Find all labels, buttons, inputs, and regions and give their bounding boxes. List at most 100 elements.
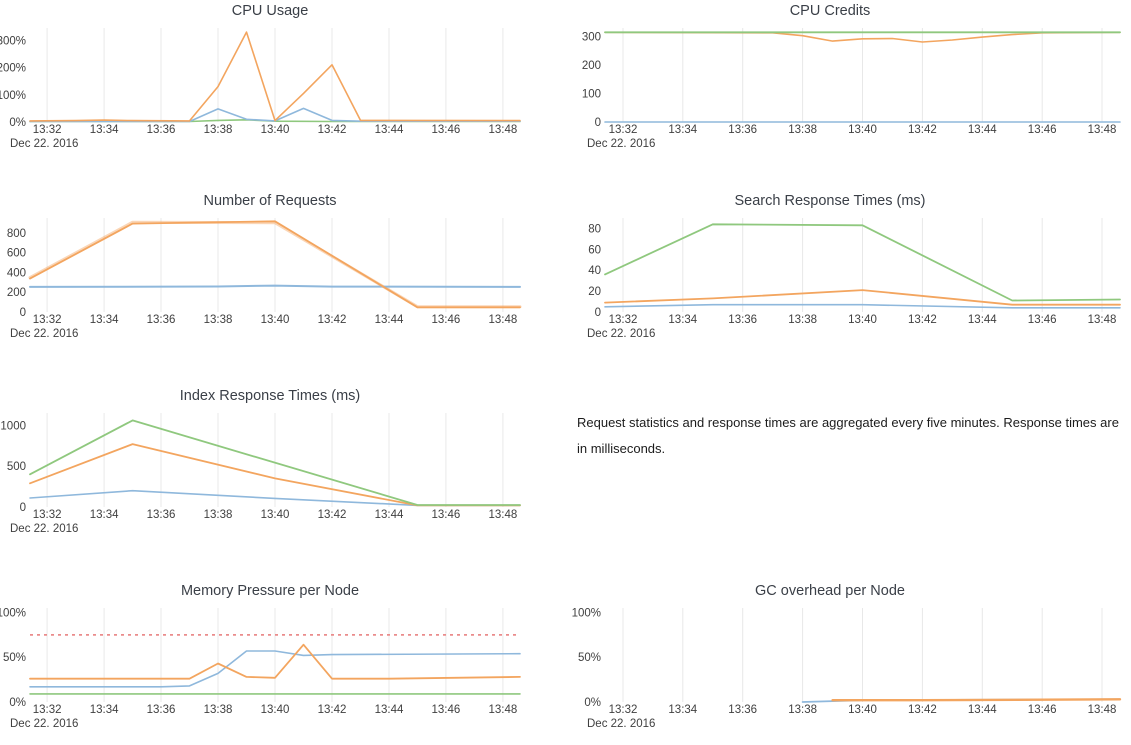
chart-title-gc-overhead: GC overhead per Node [755, 583, 905, 599]
y-tick-label: 100% [572, 608, 601, 620]
aggregation-note: Request statistics and response times ar… [577, 415, 1119, 456]
series-orange-node [831, 698, 1122, 702]
y-tick-label: 60 [588, 244, 601, 256]
x-tick-label: 13:36 [728, 124, 757, 136]
x-tick-label: 13:38 [204, 509, 233, 521]
x-tick-label: 13:32 [609, 314, 638, 326]
x-tick-label: 13:34 [90, 509, 119, 521]
y-tick-label: 0% [584, 697, 601, 709]
y-tick-label: 200% [0, 63, 26, 75]
chart-title-cpu-credits: CPU Credits [789, 3, 871, 19]
x-tick-label: 13:38 [204, 314, 233, 326]
x-tick-label: 13:48 [489, 314, 518, 326]
chart-svg: 13:32 13:34 13:36 13:38 13:40 13:42 13:44 13:46… [0, 413, 521, 535]
y-tick-label: 20 [588, 286, 601, 298]
chart-title-index-response-times: Index Response Times (ms) [179, 388, 361, 404]
chart-svg: 13:32 13:34 13:36 13:38 13:40 13:42 13:44 13:46… [582, 28, 1121, 150]
chart-gc-overhead: 13:32 13:34 13:36 13:38 13:40 13:42 13:44 13:46… [565, 580, 1131, 745]
date-label: Dec 22. 2016 [587, 718, 655, 730]
chart-cpu-usage: 13:32 13:34 13:36 13:38 13:40 13:42 13:44 13:46… [0, 0, 565, 165]
x-tick-label: 13:48 [489, 124, 518, 136]
chart-svg: 13:32 13:34 13:36 13:38 13:40 13:42 13:44 13:46… [0, 608, 521, 730]
x-tick-label: 13:34 [668, 704, 697, 716]
y-tick-label: 1000 [0, 420, 26, 432]
y-tick-label: 300 [582, 32, 601, 44]
x-tick-label: 13:42 [908, 124, 937, 136]
x-tick-label: 13:48 [1088, 704, 1117, 716]
series-orange-node [604, 31, 1121, 43]
y-tick-label: 100% [0, 90, 26, 102]
date-label: Dec 22. 2016 [10, 523, 78, 535]
x-tick-label: 13:40 [261, 704, 290, 716]
x-tick-label: 13:46 [1028, 704, 1057, 716]
x-tick-label: 13:48 [1088, 314, 1117, 326]
date-label: Dec 22. 2016 [587, 328, 655, 340]
series-blue-node [29, 284, 521, 288]
x-tick-label: 13:46 [432, 314, 461, 326]
date-label: Dec 22. 2016 [10, 718, 78, 730]
x-tick-label: 13:32 [33, 704, 62, 716]
y-tick-label: 0% [9, 117, 26, 129]
x-tick-label: 13:32 [33, 314, 62, 326]
x-tick-label: 13:42 [318, 314, 347, 326]
y-tick-label: 800 [7, 228, 26, 240]
y-tick-label: 50% [578, 652, 601, 664]
x-tick-label: 13:48 [489, 704, 518, 716]
series-orange-node [604, 289, 1121, 306]
y-tick-label: 200 [7, 287, 26, 299]
x-tick-label: 13:40 [261, 509, 290, 521]
x-tick-label: 13:48 [489, 509, 518, 521]
y-tick-label: 500 [7, 461, 26, 473]
chart-svg: 13:32 13:34 13:36 13:38 13:40 13:42 13:44 13:46… [0, 28, 521, 150]
x-tick-label: 13:36 [147, 704, 176, 716]
y-tick-label: 100 [582, 89, 601, 101]
x-tick-label: 13:38 [788, 704, 817, 716]
y-tick-label: 100% [0, 608, 26, 620]
x-tick-label: 13:42 [908, 704, 937, 716]
y-tick-label: 0 [595, 307, 601, 319]
x-tick-label: 13:36 [147, 314, 176, 326]
x-tick-label: 13:34 [90, 704, 119, 716]
x-tick-label: 13:36 [147, 124, 176, 136]
x-tick-label: 13:44 [968, 314, 997, 326]
x-tick-label: 13:34 [90, 314, 119, 326]
y-tick-label: 0% [9, 697, 26, 709]
chart-plot-cpu-usage: 13:32 13:34 13:36 13:38 13:40 13:42 13:44 13:46… [0, 0, 565, 165]
y-tick-label: 0 [20, 307, 26, 319]
x-tick-label: 13:44 [375, 124, 404, 136]
y-tick-label: 300% [0, 35, 26, 47]
y-tick-label: 80 [588, 223, 601, 235]
chart-plot-memory-pressure: 13:32 13:34 13:36 13:38 13:40 13:42 13:44 13:46… [0, 580, 565, 745]
y-tick-label: 400 [7, 267, 26, 279]
x-tick-label: 13:38 [788, 314, 817, 326]
chart-title-memory-pressure: Memory Pressure per Node [180, 583, 360, 599]
y-tick-label: 40 [588, 265, 601, 277]
x-tick-label: 13:32 [609, 124, 638, 136]
x-tick-label: 13:40 [848, 314, 877, 326]
chart-svg: 13:32 13:34 13:36 13:38 13:40 13:42 13:44 13:46… [587, 218, 1121, 340]
x-tick-label: 13:48 [1088, 124, 1117, 136]
series-orange-node [29, 31, 521, 122]
chart-number-of-requests: 13:32 13:34 13:36 13:38 13:40 13:42 13:44 13:46… [0, 190, 565, 355]
chart-plot-search-response-times: 13:32 13:34 13:36 13:38 13:40 13:42 13:44 13:46… [565, 190, 1131, 355]
series-blue-node [29, 650, 521, 688]
x-tick-label: 13:36 [728, 314, 757, 326]
date-label: Dec 22. 2016 [10, 138, 78, 150]
chart-title-search-response-times: Search Response Times (ms) [734, 193, 926, 209]
x-tick-label: 13:32 [33, 124, 62, 136]
chart-svg: 13:32 13:34 13:36 13:38 13:40 13:42 13:44 13:46… [572, 608, 1122, 730]
y-tick-label: 0 [20, 502, 26, 514]
chart-cpu-credits: 13:32 13:34 13:36 13:38 13:40 13:42 13:44 13:46… [565, 0, 1131, 165]
x-tick-label: 13:46 [432, 704, 461, 716]
x-tick-label: 13:44 [375, 314, 404, 326]
chart-plot-index-response-times: 13:32 13:34 13:36 13:38 13:40 13:42 13:44 13:46… [0, 385, 565, 550]
x-tick-label: 13:36 [728, 704, 757, 716]
x-tick-label: 13:46 [1028, 124, 1057, 136]
chart-title-number-of-requests: Number of Requests [203, 193, 337, 209]
series-orange-node [29, 220, 521, 309]
x-tick-label: 13:42 [908, 314, 937, 326]
y-tick-label: 0 [595, 117, 601, 129]
x-tick-label: 13:38 [788, 124, 817, 136]
date-label: Dec 22. 2016 [10, 328, 78, 340]
